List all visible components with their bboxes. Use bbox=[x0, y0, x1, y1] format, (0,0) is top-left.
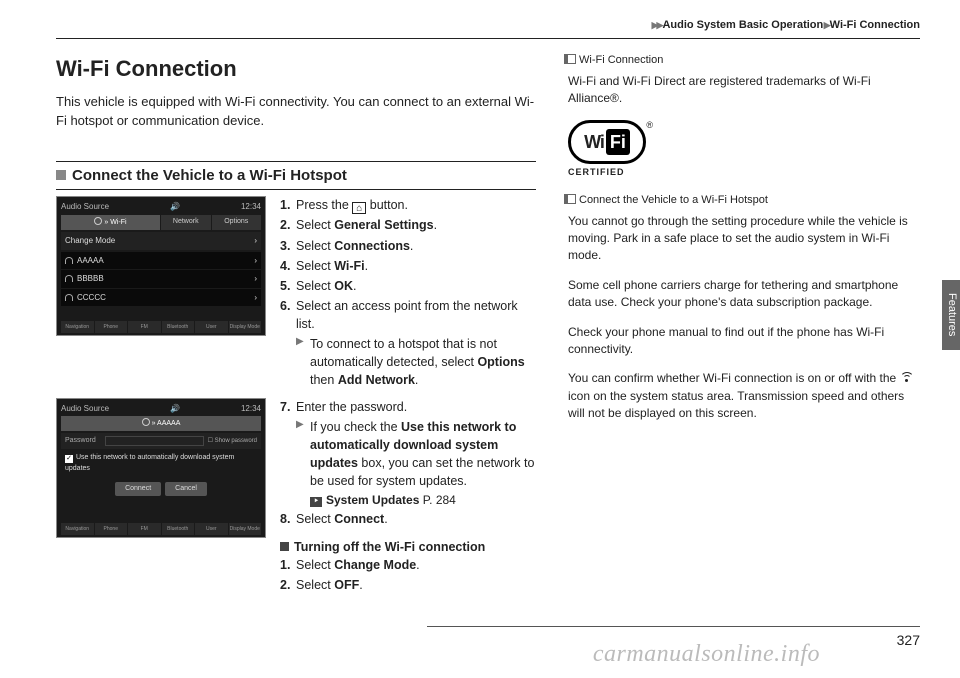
reference-icon: ⯈ bbox=[310, 497, 322, 507]
intro-text: This vehicle is equipped with Wi-Fi conn… bbox=[56, 93, 536, 131]
breadcrumb: ▶▶Audio System Basic Operation ▶Wi-Fi Co… bbox=[56, 18, 920, 38]
screenshot-network-list: Audio Source🔊12:34 » Wi-Fi Network Optio… bbox=[56, 196, 266, 336]
note-icon bbox=[564, 54, 576, 64]
section-tab: Features bbox=[942, 280, 960, 350]
home-icon bbox=[352, 202, 366, 214]
wifi-signal-icon bbox=[900, 372, 914, 383]
turning-off-heading: Turning off the Wi-Fi connection bbox=[280, 538, 536, 556]
wifi-certified-logo: WiFi® CERTIFIED bbox=[564, 120, 914, 179]
section-heading: Connect the Vehicle to a Wi-Fi Hotspot bbox=[56, 161, 536, 191]
page-number: 327 bbox=[897, 630, 920, 650]
sidebar-notes: Wi-Fi Connection Wi-Fi and Wi-Fi Direct … bbox=[564, 53, 914, 602]
screenshot-password: Audio Source🔊12:34 » AAAAA Password☐ Sho… bbox=[56, 398, 266, 538]
note-icon bbox=[564, 194, 576, 204]
page-title: Wi-Fi Connection bbox=[56, 53, 536, 85]
watermark: carmanualsonline.info bbox=[593, 637, 820, 672]
